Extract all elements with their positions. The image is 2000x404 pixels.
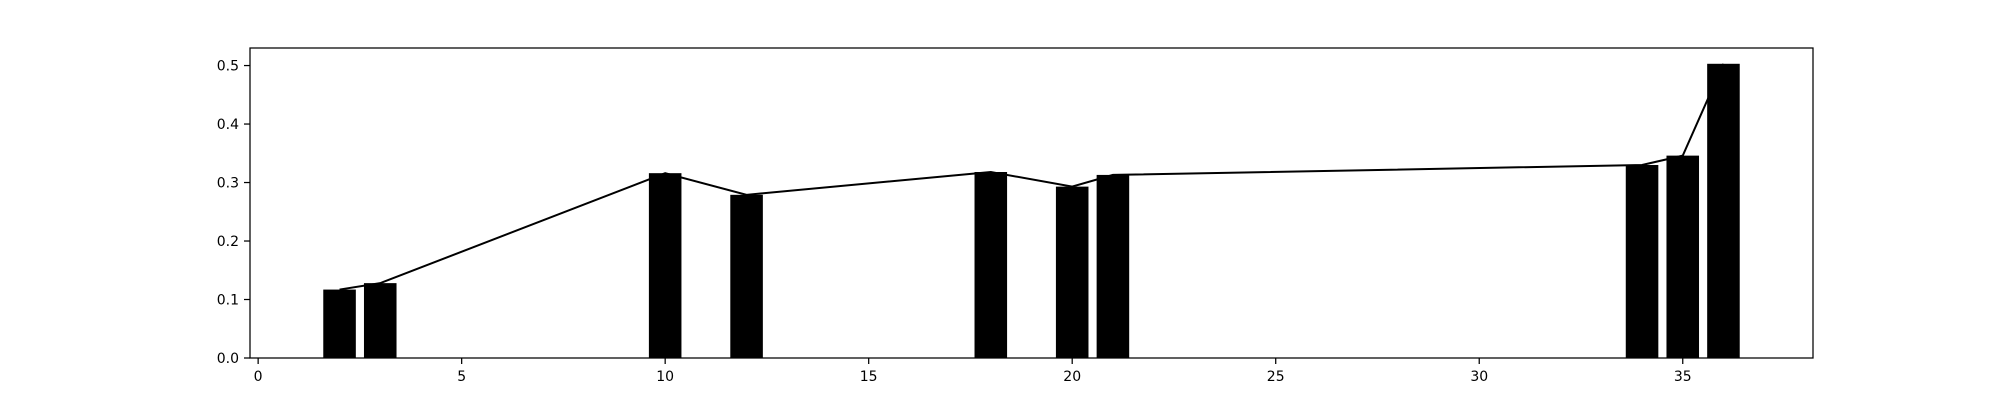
x-tick-label-7: 35 (1674, 369, 1692, 385)
axes-frame (249, 47, 1814, 359)
axes-layer: 0 5 10 15 20 25 30 35 0.0 0.1 0.2 0.3 0.4 0.5 (217, 47, 1814, 385)
bar-6 (1096, 174, 1130, 358)
x-tick-label-5: 25 (1267, 369, 1285, 385)
bar-2 (648, 173, 682, 358)
bar-3 (730, 194, 763, 358)
bar-5 (1055, 186, 1089, 358)
y-tick-label-0: 0.0 (217, 351, 239, 367)
y-tick-label-1: 0.1 (217, 293, 239, 309)
x-tick-label-2: 10 (656, 369, 674, 385)
bar-7 (1625, 164, 1659, 358)
x-tick-label-1: 5 (457, 369, 466, 385)
bars-layer (323, 63, 1740, 358)
bar-0 (323, 289, 356, 358)
x-tick-label-3: 15 (860, 369, 878, 385)
line-layer (339, 63, 1725, 291)
x-tick-label-0: 0 (254, 369, 263, 385)
y-tick-label-2: 0.2 (217, 234, 239, 250)
x-tick-label-4: 20 (1063, 369, 1081, 385)
y-tick-label-3: 0.3 (217, 176, 239, 192)
bar-4 (974, 172, 1008, 358)
y-tick-label-5: 0.5 (217, 59, 239, 75)
x-tick-label-6: 30 (1470, 369, 1488, 385)
series-line (339, 63, 1725, 291)
bar-1 (363, 283, 397, 358)
bar-9 (1707, 63, 1740, 358)
y-tick-label-4: 0.4 (217, 117, 239, 133)
bar-8 (1666, 155, 1700, 358)
